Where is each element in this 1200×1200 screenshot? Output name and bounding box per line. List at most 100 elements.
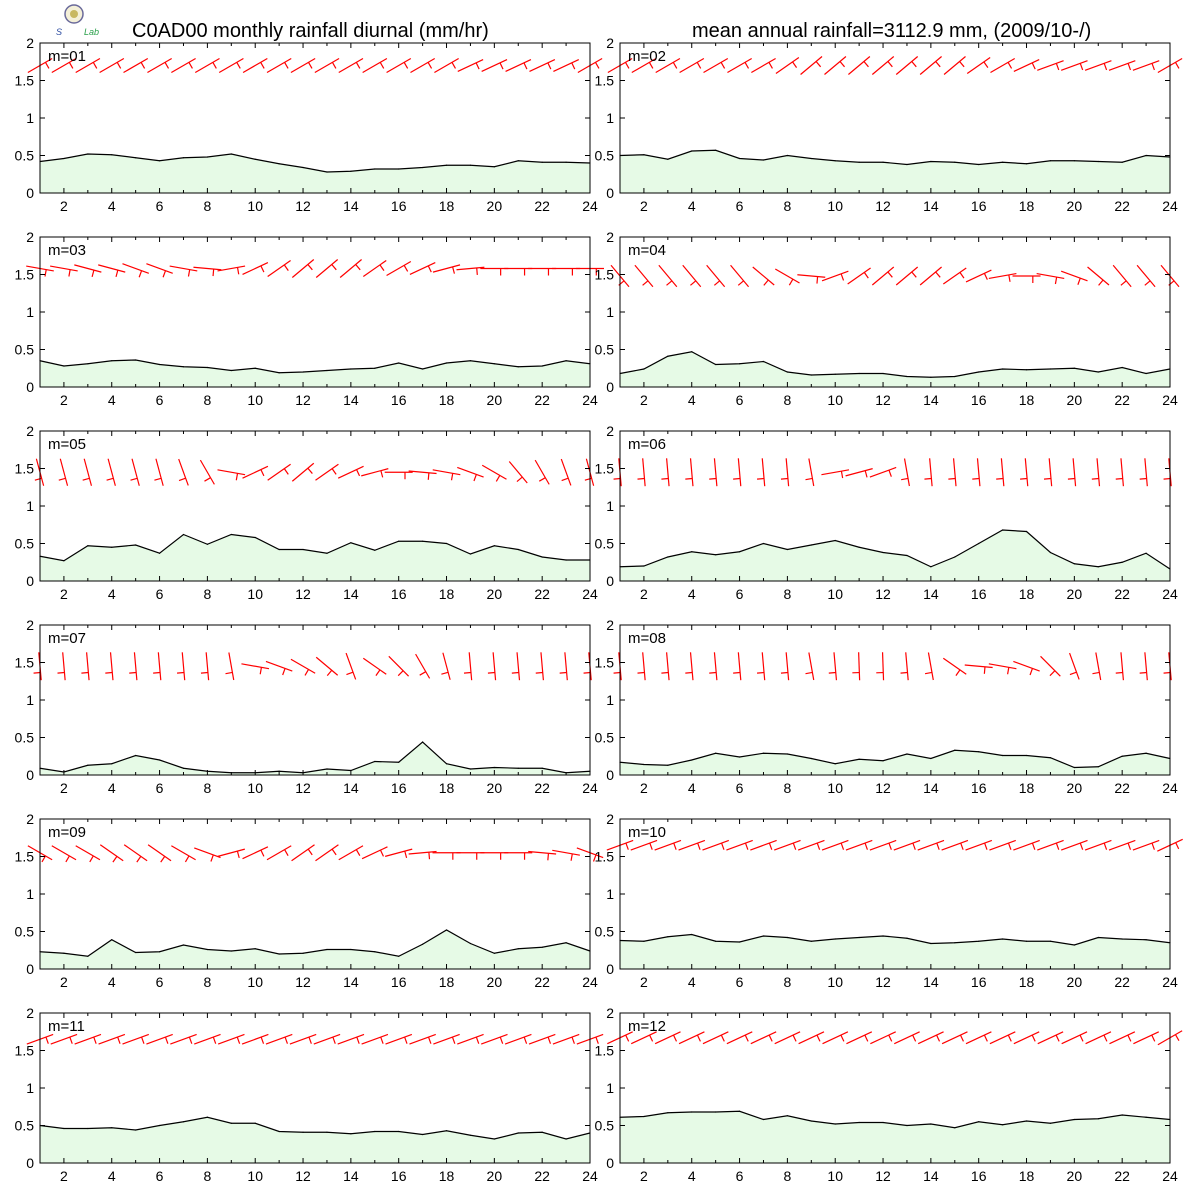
wind-tick [559,671,567,674]
wind-tick [495,475,501,482]
wind-shaft [1087,266,1110,286]
x-tick-label: 22 [1114,1168,1130,1184]
x-tick-label: 20 [487,392,503,408]
wind-tick [1120,280,1127,286]
data-point [111,939,113,941]
wind-tick [153,671,161,674]
wind-shaft [727,57,752,74]
data-point [882,161,884,163]
wind-shaft [505,59,532,72]
wind-tick [260,469,265,477]
wind-shaft [157,652,162,681]
wind-barb [505,59,532,72]
wind-tick [1029,668,1034,676]
wind-tick [733,671,741,674]
x-tick-label: 2 [60,586,68,602]
data-point [715,149,717,151]
wind-barb [901,458,910,487]
wind-shaft [266,57,292,74]
panel-label: m=12 [628,1018,666,1035]
wind-shaft [553,59,580,72]
wind-barb [34,458,45,486]
y-tick-label: 1 [26,498,34,514]
x-tick-label: 10 [827,1168,843,1184]
data-point [858,936,860,939]
data-point [978,1121,980,1123]
wind-shaft [785,458,790,487]
wind-shaft [194,57,220,74]
data-point [111,360,113,362]
wind-barb [654,839,682,851]
wind-tick [924,671,933,675]
wind-shaft [74,1033,102,1045]
x-tick-label: 10 [827,780,843,796]
wind-barb [702,839,730,851]
data-point [1002,161,1004,163]
data-point [206,156,208,158]
rainfall-line [39,929,591,957]
wind-shaft [59,458,69,486]
wind-shaft [824,56,847,75]
wind-shaft [917,1031,944,1045]
x-tick-label: 6 [156,198,164,214]
wind-tick [212,62,217,69]
wind-tick [117,1036,121,1044]
wind-shaft [147,844,172,862]
wind-tick [260,849,265,857]
wind-shaft [774,268,800,284]
wind-barb [106,458,116,486]
wind-tick [331,264,337,271]
data-point [738,1110,741,1112]
wind-barb [1013,660,1040,676]
wind-shaft [989,839,1016,851]
wind-barb [194,847,221,862]
wind-tick [709,671,717,674]
y-tick-label: 2 [26,1005,34,1021]
wind-shaft [552,1033,580,1045]
x-tick-label: 22 [1114,392,1130,408]
x-tick-label: 4 [688,780,696,796]
data-point [643,154,645,156]
wind-tick [475,62,480,70]
wind-barb [1020,458,1029,487]
data-point [1073,1118,1075,1121]
wind-tick [236,1036,241,1044]
wind-barb [409,262,436,275]
data-point [422,741,424,743]
wind-tick [792,1034,797,1042]
wind-barb [1108,839,1136,851]
panel-label: m=04 [628,242,666,259]
wind-shaft [845,839,873,851]
wind-barb [81,652,90,681]
wind-shaft [83,458,93,486]
wind-barb [972,458,981,487]
wind-barb [1067,458,1077,487]
wind-shaft [508,461,528,484]
wind-shaft [713,458,718,487]
wind-barb [942,267,967,285]
wind-barb [750,839,777,851]
wind-shaft [689,652,694,681]
data-point [1121,161,1123,163]
wind-tick [672,62,678,69]
data-point [1002,938,1004,940]
wind-barb [988,663,1017,675]
wind-shaft [642,458,646,487]
wind-barb [943,56,966,75]
y-tick-label: 2 [606,811,614,827]
wind-tick [331,468,337,475]
wind-tick [1175,842,1180,850]
wind-barb [1132,839,1160,851]
wind-barb [637,652,646,681]
wind-shaft [86,652,90,681]
wind-tick [935,61,941,68]
data-point [565,942,567,944]
wind-barb [362,657,387,676]
wind-shaft [131,458,140,486]
data-point [1002,754,1004,757]
x-tick-label: 4 [108,974,116,990]
wind-tick [92,62,98,69]
wind-tick [960,842,964,850]
data-point [643,1115,645,1118]
wind-shaft [989,1031,1016,1045]
